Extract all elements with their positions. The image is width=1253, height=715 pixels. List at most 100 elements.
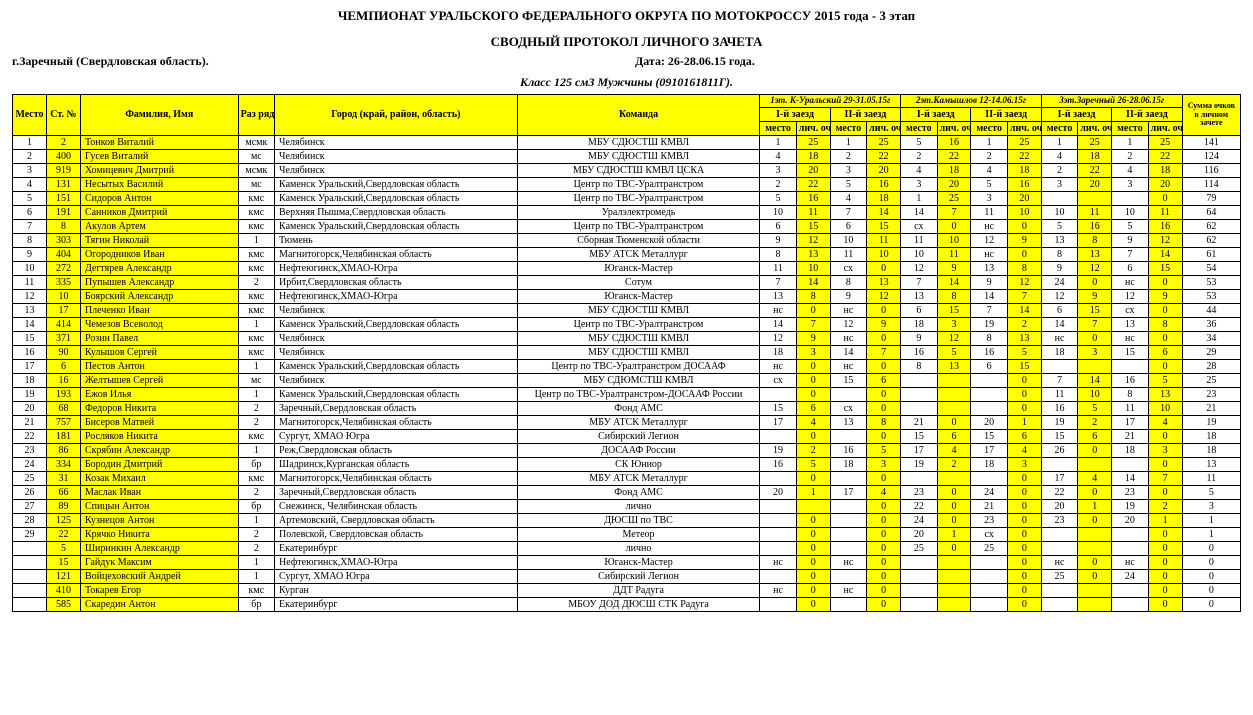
run-points: 8 bbox=[867, 415, 901, 429]
run-points: 14 bbox=[1148, 247, 1182, 261]
run-points: 0 bbox=[867, 359, 901, 373]
cell: Козак Михаил bbox=[80, 471, 238, 485]
run-place: 10 bbox=[1041, 205, 1077, 219]
cell: 2 bbox=[238, 541, 274, 555]
cell: 410 bbox=[46, 583, 80, 597]
cell: Кузнецов Антон bbox=[80, 513, 238, 527]
run-place bbox=[971, 471, 1007, 485]
run-points: 16 bbox=[867, 177, 901, 191]
cell: 5 bbox=[13, 191, 47, 205]
run-place bbox=[901, 401, 937, 415]
run-points: 2 bbox=[1007, 317, 1041, 331]
cell: Пестов Антон bbox=[80, 359, 238, 373]
run-place bbox=[1041, 583, 1077, 597]
cell: Огородников Иван bbox=[80, 247, 238, 261]
run-place bbox=[971, 583, 1007, 597]
run-place bbox=[1112, 191, 1148, 205]
run-place: 12 bbox=[971, 233, 1007, 247]
run-points: 9 bbox=[1078, 289, 1112, 303]
cell: 919 bbox=[46, 163, 80, 177]
cell: мс bbox=[238, 149, 274, 163]
run-place bbox=[760, 569, 796, 583]
cell: МБУ АТСК Металлург bbox=[517, 471, 760, 485]
cell: 414 bbox=[46, 317, 80, 331]
cell: Тюмень bbox=[275, 233, 518, 247]
run-points: 25 bbox=[867, 135, 901, 149]
run-points: 0 bbox=[1148, 275, 1182, 289]
run-place: 14 bbox=[830, 345, 866, 359]
run-place: нс bbox=[971, 247, 1007, 261]
col-mesto: Место bbox=[13, 95, 47, 136]
run-points: 1 bbox=[796, 485, 830, 499]
cell: Центр по ТВС-Уралтранстром ДОСААФ bbox=[517, 359, 760, 373]
run-place bbox=[760, 471, 796, 485]
run-points: 0 bbox=[1078, 485, 1112, 499]
run-place: 5 bbox=[971, 177, 1007, 191]
cell: 20 bbox=[13, 401, 47, 415]
s1h1: I-й заезд bbox=[760, 107, 830, 121]
run-points: 0 bbox=[1148, 303, 1182, 317]
run-points: 6 bbox=[1078, 429, 1112, 443]
run-place: 18 bbox=[901, 317, 937, 331]
run-points: 20 bbox=[1078, 177, 1112, 191]
cell: кмс bbox=[238, 219, 274, 233]
cell: Акулов Артем bbox=[80, 219, 238, 233]
run-points bbox=[1078, 359, 1112, 373]
run-points: 6 bbox=[867, 373, 901, 387]
run-place bbox=[1112, 527, 1148, 541]
cell: 29 bbox=[13, 527, 47, 541]
run-place bbox=[1112, 457, 1148, 471]
run-points: 5 bbox=[796, 457, 830, 471]
run-points: 12 bbox=[1078, 261, 1112, 275]
run-place: 9 bbox=[901, 331, 937, 345]
run-points: 0 bbox=[1007, 471, 1041, 485]
run-points: 0 bbox=[867, 261, 901, 275]
run-place: 20 bbox=[1112, 513, 1148, 527]
cell: 2 bbox=[46, 135, 80, 149]
run-points: 0 bbox=[867, 471, 901, 485]
cell: кмс bbox=[238, 289, 274, 303]
cell bbox=[13, 597, 47, 611]
run-place bbox=[760, 513, 796, 527]
run-points: 22 bbox=[867, 149, 901, 163]
cell: 23 bbox=[13, 443, 47, 457]
run-points bbox=[1078, 597, 1112, 611]
cell: 400 bbox=[46, 149, 80, 163]
run-place: 24 bbox=[1112, 569, 1148, 583]
sum-cell: 114 bbox=[1182, 177, 1240, 191]
cell: Кулышов Сергей bbox=[80, 345, 238, 359]
run-points: 5 bbox=[937, 345, 971, 359]
run-place: 3 bbox=[760, 163, 796, 177]
run-points: 0 bbox=[1007, 513, 1041, 527]
run-place: 2 bbox=[1112, 149, 1148, 163]
table-row: 176Пестов Антон1Каменск Уральский,Свердл… bbox=[13, 359, 1241, 373]
run-points: 0 bbox=[796, 373, 830, 387]
run-points bbox=[937, 401, 971, 415]
cell: 10 bbox=[13, 261, 47, 275]
table-row: 2789Спицын АнтонбрСнежинск, Челябинская … bbox=[13, 499, 1241, 513]
run-place bbox=[971, 569, 1007, 583]
run-points: 0 bbox=[796, 513, 830, 527]
cell: Челябинск bbox=[275, 373, 518, 387]
run-points: 6 bbox=[937, 429, 971, 443]
cell: Челябинск bbox=[275, 135, 518, 149]
cell: 1 bbox=[238, 359, 274, 373]
run-place: 15 bbox=[1112, 345, 1148, 359]
run-place: 9 bbox=[830, 289, 866, 303]
run-place bbox=[830, 429, 866, 443]
s2h2: II-й заезд bbox=[971, 107, 1041, 121]
run-points: 0 bbox=[1078, 275, 1112, 289]
cell: 90 bbox=[46, 345, 80, 359]
sum-cell: 79 bbox=[1182, 191, 1240, 205]
run-points: 3 bbox=[1078, 345, 1112, 359]
run-place: 6 bbox=[830, 219, 866, 233]
run-place: 14 bbox=[760, 317, 796, 331]
cell: Фонд АМС bbox=[517, 485, 760, 499]
run-place: 24 bbox=[901, 513, 937, 527]
run-points: 0 bbox=[796, 303, 830, 317]
cell: МБУ АТСК Металлург bbox=[517, 247, 760, 261]
cell: Нефтеюгинск,ХМАО-Югра bbox=[275, 289, 518, 303]
cell: 757 bbox=[46, 415, 80, 429]
run-place: сх bbox=[760, 373, 796, 387]
run-points bbox=[1078, 457, 1112, 471]
